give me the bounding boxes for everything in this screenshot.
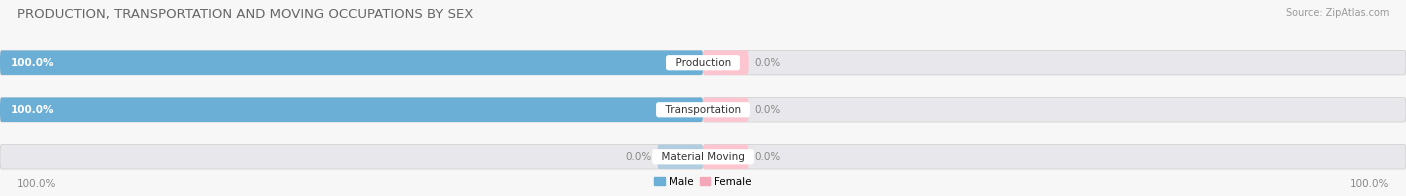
Text: Transportation: Transportation bbox=[658, 105, 748, 115]
Text: 100.0%: 100.0% bbox=[17, 179, 56, 189]
FancyBboxPatch shape bbox=[0, 98, 703, 122]
FancyBboxPatch shape bbox=[703, 98, 749, 122]
Text: 0.0%: 0.0% bbox=[754, 152, 780, 162]
FancyBboxPatch shape bbox=[703, 98, 1406, 122]
FancyBboxPatch shape bbox=[703, 145, 1406, 169]
Text: 0.0%: 0.0% bbox=[626, 152, 652, 162]
Text: 100.0%: 100.0% bbox=[1350, 179, 1389, 189]
Text: 100.0%: 100.0% bbox=[10, 105, 53, 115]
Text: Source: ZipAtlas.com: Source: ZipAtlas.com bbox=[1285, 8, 1389, 18]
FancyBboxPatch shape bbox=[703, 51, 1406, 75]
Text: 0.0%: 0.0% bbox=[754, 105, 780, 115]
FancyBboxPatch shape bbox=[703, 145, 749, 169]
FancyBboxPatch shape bbox=[0, 98, 703, 122]
FancyBboxPatch shape bbox=[657, 145, 703, 169]
Text: Material Moving: Material Moving bbox=[655, 152, 751, 162]
Text: 0.0%: 0.0% bbox=[754, 58, 780, 68]
FancyBboxPatch shape bbox=[0, 51, 703, 75]
Text: 100.0%: 100.0% bbox=[10, 58, 53, 68]
FancyBboxPatch shape bbox=[0, 51, 703, 75]
FancyBboxPatch shape bbox=[703, 51, 749, 75]
Text: Production: Production bbox=[669, 58, 737, 68]
FancyBboxPatch shape bbox=[0, 145, 703, 169]
Legend: Male, Female: Male, Female bbox=[650, 172, 756, 191]
Text: PRODUCTION, TRANSPORTATION AND MOVING OCCUPATIONS BY SEX: PRODUCTION, TRANSPORTATION AND MOVING OC… bbox=[17, 8, 474, 21]
